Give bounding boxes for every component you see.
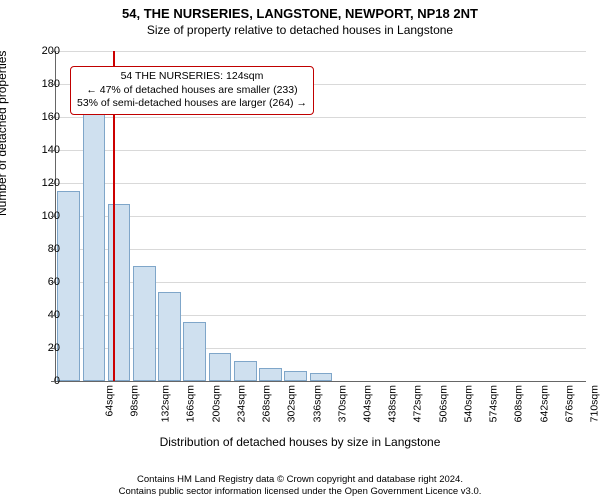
chart-area: Number of detached properties Distributi…	[0, 41, 600, 441]
histogram-bar	[158, 292, 181, 381]
x-tick-label: 302sqm	[286, 385, 298, 422]
y-tick-mark	[51, 315, 55, 316]
x-tick-label: 268sqm	[260, 385, 272, 422]
gridline	[56, 216, 586, 217]
y-tick-mark	[51, 183, 55, 184]
y-tick-label: 120	[30, 177, 60, 189]
x-tick-label: 336sqm	[311, 385, 323, 422]
x-tick-label: 98sqm	[128, 385, 140, 417]
x-tick-label: 540sqm	[462, 385, 474, 422]
y-tick-mark	[51, 84, 55, 85]
gridline	[56, 249, 586, 250]
histogram-bar	[234, 361, 257, 381]
info-box-line-2: ← 47% of detached houses are smaller (23…	[77, 84, 307, 98]
y-tick-label: 20	[30, 342, 60, 354]
gridline	[56, 183, 586, 184]
info-box-line-3: 53% of semi-detached houses are larger (…	[77, 97, 307, 111]
histogram-bar	[209, 353, 232, 381]
y-tick-mark	[51, 117, 55, 118]
y-tick-label: 60	[30, 276, 60, 288]
attribution-footer: Contains HM Land Registry data © Crown c…	[0, 474, 600, 498]
page-title: 54, THE NURSERIES, LANGSTONE, NEWPORT, N…	[0, 0, 600, 21]
x-tick-label: 166sqm	[185, 385, 197, 422]
x-tick-label: 642sqm	[538, 385, 550, 422]
y-tick-label: 160	[30, 111, 60, 123]
x-tick-label: 438sqm	[387, 385, 399, 422]
gridline	[56, 51, 586, 52]
histogram-bar	[83, 112, 106, 381]
histogram-bar	[183, 322, 206, 381]
y-tick-mark	[51, 150, 55, 151]
y-tick-mark	[51, 249, 55, 250]
histogram-bar	[57, 191, 80, 381]
y-tick-label: 80	[30, 243, 60, 255]
x-tick-label: 710sqm	[589, 385, 600, 422]
x-tick-label: 676sqm	[563, 385, 575, 422]
y-axis-label: Number of detached properties	[0, 51, 9, 216]
histogram-bar	[310, 373, 333, 381]
info-box-line-1: 54 THE NURSERIES: 124sqm	[77, 70, 307, 84]
page-subtitle: Size of property relative to detached ho…	[0, 21, 600, 41]
y-tick-label: 100	[30, 210, 60, 222]
x-tick-label: 574sqm	[488, 385, 500, 422]
x-tick-label: 608sqm	[513, 385, 525, 422]
y-tick-mark	[51, 282, 55, 283]
x-tick-label: 506sqm	[437, 385, 449, 422]
footer-line-1: Contains HM Land Registry data © Crown c…	[0, 474, 600, 486]
x-tick-label: 370sqm	[336, 385, 348, 422]
property-info-box: 54 THE NURSERIES: 124sqm← 47% of detache…	[70, 66, 314, 115]
y-tick-mark	[51, 348, 55, 349]
y-tick-label: 200	[30, 45, 60, 57]
x-tick-label: 234sqm	[235, 385, 247, 422]
y-tick-label: 180	[30, 78, 60, 90]
gridline	[56, 150, 586, 151]
y-tick-mark	[51, 216, 55, 217]
x-tick-label: 64sqm	[103, 385, 115, 417]
y-tick-label: 40	[30, 309, 60, 321]
histogram-bar	[133, 266, 156, 382]
x-tick-label: 200sqm	[210, 385, 222, 422]
x-axis-label: Distribution of detached houses by size …	[0, 435, 600, 449]
x-tick-label: 132sqm	[159, 385, 171, 422]
x-tick-label: 472sqm	[412, 385, 424, 422]
y-tick-label: 140	[30, 144, 60, 156]
gridline	[56, 117, 586, 118]
y-tick-mark	[51, 51, 55, 52]
x-tick-label: 404sqm	[361, 385, 373, 422]
histogram-bar	[284, 371, 307, 381]
histogram-bar	[259, 368, 282, 381]
footer-line-2: Contains public sector information licen…	[0, 486, 600, 498]
histogram-bar	[108, 204, 131, 381]
y-tick-mark	[51, 381, 55, 382]
y-tick-label: 0	[30, 375, 60, 387]
